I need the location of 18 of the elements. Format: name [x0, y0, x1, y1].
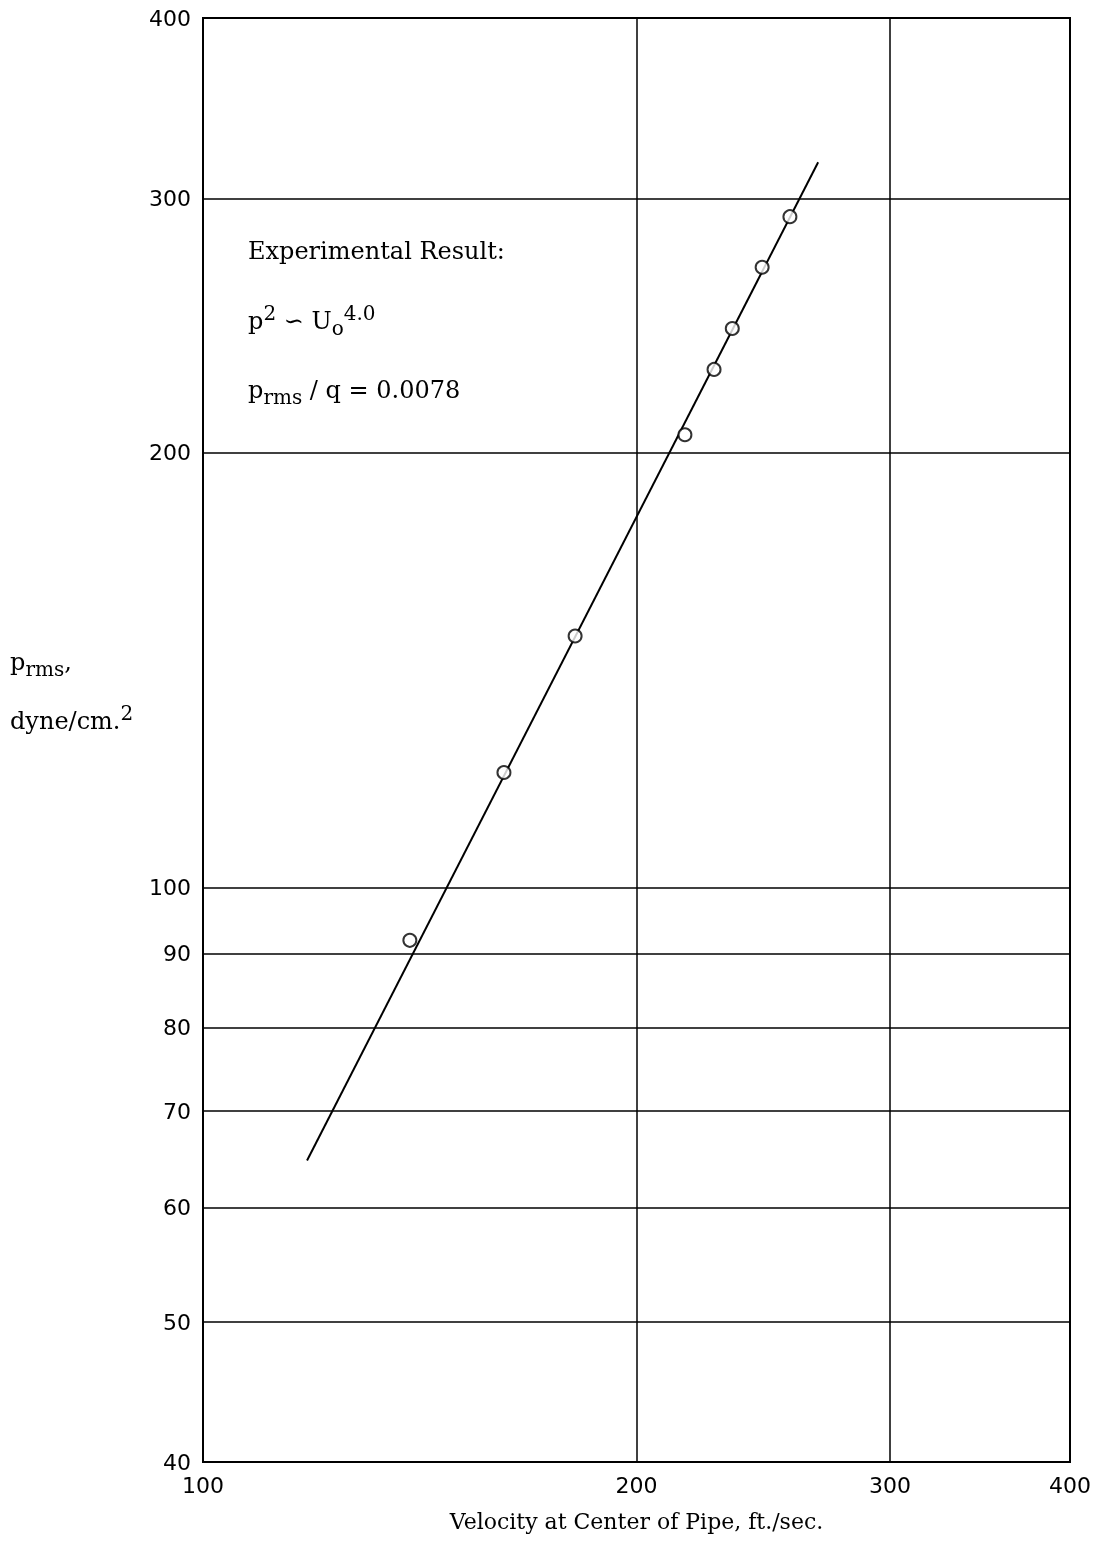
y-tick-label: 400 [149, 5, 191, 31]
y-tick-label: 40 [163, 1449, 191, 1475]
y-tick-label: 300 [149, 185, 191, 211]
y-tick-label: 100 [149, 874, 191, 900]
y-tick-label: 60 [163, 1195, 191, 1221]
y-tick-label: 90 [163, 940, 191, 966]
annotation: Experimental Result: [248, 237, 505, 265]
y-tick-label: 50 [163, 1309, 191, 1335]
y-tick-label: 200 [149, 440, 191, 466]
text: p$_{rms}$, dyne/cm.$^{2}$ [10, 648, 134, 735]
y-tick-label: 80 [163, 1014, 191, 1040]
x-tick-label: 100 [182, 1472, 224, 1498]
x-tick-label: 400 [1049, 1472, 1091, 1498]
annotation: p$_{rms}$ / q = 0.0078 [248, 375, 461, 409]
x-tick-label: 200 [615, 1472, 658, 1498]
x-tick-label: 300 [869, 1472, 912, 1498]
y-tick-label: 70 [163, 1098, 191, 1124]
x-axis-title: Velocity at Center of Pipe, ft./sec. [448, 1508, 824, 1534]
